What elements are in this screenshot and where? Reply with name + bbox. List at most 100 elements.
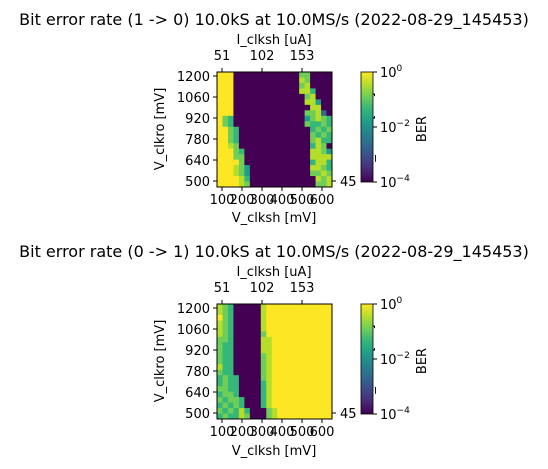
heatmap-cell	[299, 143, 306, 150]
heatmap-cell	[326, 176, 333, 182]
heatmap-cell	[315, 408, 322, 414]
heatmap-cell	[315, 110, 322, 117]
heatmap-cell	[222, 309, 229, 316]
heatmap-cell	[217, 72, 223, 78]
heatmap-cell	[260, 353, 267, 360]
heatmap-cell	[266, 154, 273, 161]
heatmap-cell	[255, 375, 262, 382]
heatmap-cell	[244, 402, 251, 409]
heatmap-cell	[249, 93, 256, 100]
heatmap-cell	[217, 364, 223, 371]
heatmap-cell	[277, 82, 284, 89]
heatmap-cell	[271, 159, 278, 166]
heatmap-cell	[304, 170, 311, 177]
heatmap-cell	[282, 320, 289, 327]
heatmap-cell	[266, 170, 273, 177]
heatmap-cell	[238, 115, 245, 122]
heatmap-cell	[293, 72, 300, 78]
heatmap-cell	[244, 176, 251, 182]
heatmap-cell	[266, 314, 273, 321]
y-tick-label: 500	[185, 175, 210, 190]
heatmap-cell	[222, 402, 229, 409]
heatmap-cell	[249, 347, 256, 354]
heatmap-cell	[255, 115, 262, 122]
heatmap-cell	[282, 342, 289, 349]
right-tick-label: 45	[340, 175, 357, 190]
heatmap-cell	[299, 72, 306, 78]
heatmap-cell	[293, 115, 300, 122]
heatmap-cell	[233, 413, 240, 420]
heatmap-cell	[249, 413, 256, 420]
heatmap-cell	[217, 331, 223, 338]
top-axis-label: I_clksh [uA]	[236, 33, 311, 48]
heatmap-cell	[321, 126, 327, 133]
heatmap-cell	[271, 314, 278, 321]
heatmap-cell	[227, 320, 234, 327]
heatmap-cell	[217, 304, 223, 310]
heatmap-cell	[244, 380, 251, 387]
heatmap-cell	[282, 391, 289, 398]
heatmap-cell	[227, 325, 234, 332]
heatmap-cell	[222, 88, 229, 95]
heatmap-cell	[304, 99, 311, 106]
heatmap-cell	[260, 110, 267, 117]
heatmap-cell	[227, 93, 234, 100]
heatmap-cell	[326, 320, 333, 327]
heatmap-cell	[288, 369, 295, 376]
heatmap-cell	[249, 99, 256, 106]
heatmap-cell	[222, 314, 229, 321]
heatmap-cell	[227, 304, 234, 310]
heatmap-cell	[299, 358, 306, 365]
heatmap-cell	[321, 176, 327, 182]
heatmap-cell	[321, 115, 327, 122]
heatmap-cell	[315, 320, 322, 327]
heatmap-cell	[255, 121, 262, 128]
heatmap-cell	[293, 132, 300, 139]
heatmap-cell	[255, 386, 262, 393]
heatmap-cell	[227, 126, 234, 133]
heatmap-cell	[244, 77, 251, 84]
heatmap-cell	[288, 413, 295, 420]
heatmap-cell	[233, 77, 240, 84]
heatmap-cell	[293, 364, 300, 371]
heatmap-cell	[288, 77, 295, 84]
heatmap-cell	[288, 397, 295, 403]
heatmap-cell	[321, 325, 327, 332]
heatmap-cell	[271, 375, 278, 382]
heatmap-cell	[249, 342, 256, 349]
heatmap-cell	[249, 402, 256, 409]
heatmap-cell	[249, 72, 256, 78]
heatmap-cell	[238, 154, 245, 161]
heatmap-cell	[293, 331, 300, 338]
heatmap-cell	[249, 170, 256, 177]
heatmap-cell	[266, 143, 273, 150]
heatmap-cell	[227, 364, 234, 371]
heatmap-cell	[310, 99, 316, 106]
heatmap-cell	[310, 181, 316, 188]
heatmap-cell	[310, 353, 316, 360]
heatmap-cell	[304, 181, 311, 188]
heatmap-cell	[238, 121, 245, 128]
heatmap-cell	[299, 309, 306, 316]
heatmap-cell	[304, 176, 311, 182]
heatmap-cell	[326, 375, 333, 382]
heatmap-cell	[244, 159, 251, 166]
heatmap-cell	[315, 181, 322, 188]
heatmap-cell	[255, 353, 262, 360]
heatmap-cell	[255, 408, 262, 414]
heatmap-cell	[277, 331, 284, 338]
heatmap-cell	[233, 176, 240, 182]
heatmap-cell	[266, 77, 273, 84]
heatmap-cell	[277, 176, 284, 182]
heatmap-cell	[293, 82, 300, 89]
heatmap-cell	[299, 369, 306, 376]
heatmap-cell	[282, 88, 289, 95]
heatmap-cell	[321, 121, 327, 128]
heatmap-cell	[266, 413, 273, 420]
heatmap-cell	[310, 342, 316, 349]
heatmap-cell	[326, 154, 333, 161]
heatmap-cell	[310, 159, 316, 166]
heatmap-cell	[321, 336, 327, 343]
heatmap-cell	[288, 408, 295, 414]
